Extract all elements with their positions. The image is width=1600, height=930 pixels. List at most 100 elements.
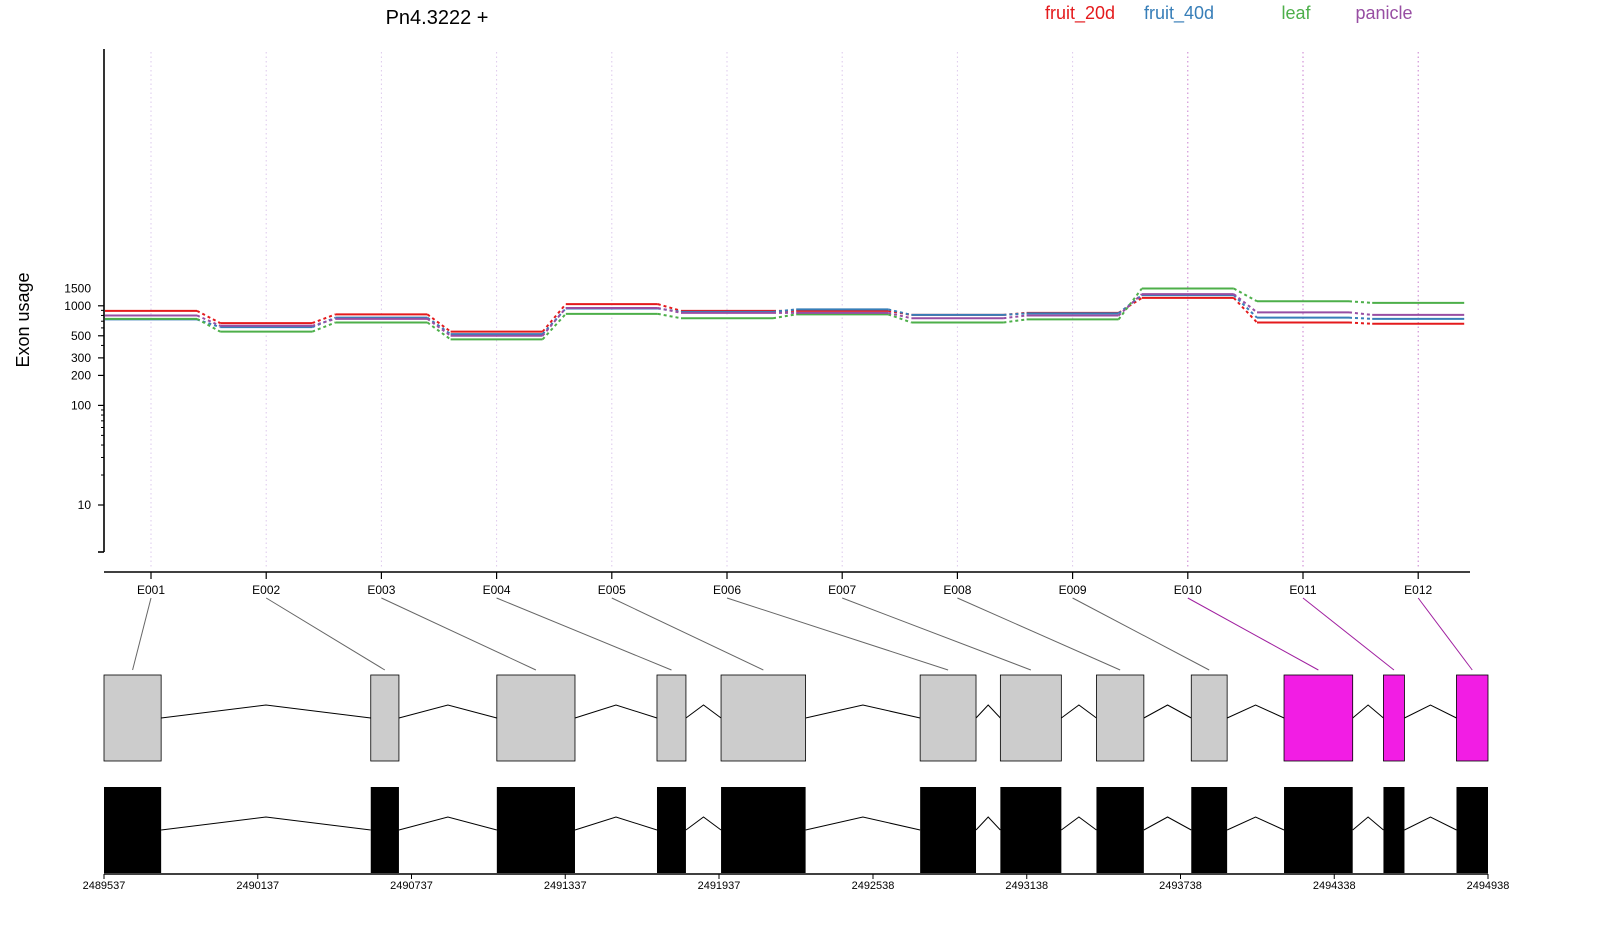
y-tick-label: 1000 [64, 299, 91, 313]
series-leaf [105, 287, 1465, 341]
transcript-exon-E010 [1284, 787, 1353, 873]
usage-transition [1348, 321, 1373, 325]
exon-connector [381, 597, 537, 671]
coord-label: 2494938 [1467, 880, 1510, 892]
usage-transition [1348, 316, 1373, 320]
exon-label-E001: E001 [137, 583, 165, 597]
exon-label-E007: E007 [828, 583, 856, 597]
intron-line [161, 816, 371, 831]
intron-line [1226, 816, 1285, 831]
exon-connector [726, 597, 949, 671]
transcript-exon-E001 [104, 787, 162, 873]
usage-transition [887, 308, 912, 316]
coord-label: 2491937 [698, 880, 741, 892]
usage-transition [887, 311, 912, 320]
transcript-exon-E009 [1191, 787, 1228, 873]
exon-label-E006: E006 [713, 583, 741, 597]
gene-model-highlight-track [103, 674, 1489, 762]
exon-connector [1417, 597, 1473, 671]
transcript-exon-E007 [1000, 787, 1062, 873]
usage-transition [1233, 287, 1258, 303]
usage-transition [1348, 311, 1373, 316]
exon-label-E005: E005 [598, 583, 626, 597]
usage-transition [1003, 314, 1027, 320]
intron-line [685, 816, 722, 831]
usage-transition [657, 312, 682, 320]
coord-label: 2494338 [1313, 880, 1356, 892]
exon-label-E002: E002 [252, 583, 280, 597]
transcript-exon-E004 [656, 787, 686, 873]
coord-label: 2493138 [1005, 880, 1048, 892]
exon-label-E010: E010 [1174, 583, 1202, 597]
transcript-exon-E011 [1383, 787, 1405, 873]
exon-box-E003 [496, 674, 576, 762]
transcript-model-track [104, 787, 1488, 873]
usage-transition [1003, 318, 1027, 324]
legend-entry-panicle: panicle [1355, 3, 1412, 23]
y-tick-label: 500 [71, 329, 91, 343]
usage-transition [1233, 293, 1258, 314]
exon-grid-lines [150, 52, 1419, 568]
chart-title: Pn4.3222 + [386, 7, 489, 29]
coord-label: 2493738 [1159, 880, 1202, 892]
exon-box-E001 [103, 674, 162, 762]
usage-transition [1233, 294, 1258, 319]
exon-connector [611, 597, 764, 671]
intron-line [574, 704, 658, 719]
usage-transition [426, 321, 452, 341]
usage-transition [311, 317, 336, 327]
usage-transition [311, 321, 336, 333]
coord-label: 2491337 [544, 880, 587, 892]
intron-line [805, 704, 921, 719]
exon-box-E012 [1456, 674, 1489, 762]
exon-connector [1302, 597, 1395, 671]
exon-connector [265, 597, 386, 671]
transcript-exon-E003 [496, 787, 575, 873]
exon-box-E002 [370, 674, 400, 762]
transcript-exon-E006 [920, 787, 977, 873]
exon-label-E008: E008 [943, 583, 971, 597]
coord-label: 2490137 [236, 880, 279, 892]
usage-transition [196, 309, 221, 325]
intron-line [1226, 704, 1285, 719]
exon-box-E007 [999, 674, 1062, 762]
usage-transition [657, 303, 682, 312]
y-tick-label: 300 [71, 351, 91, 365]
exon-connector [132, 597, 152, 671]
intron-line [1061, 704, 1097, 719]
transcript-exon-E002 [370, 787, 399, 873]
exon-box-E006 [919, 674, 977, 762]
intron-line [398, 816, 497, 831]
exon-label-E011: E011 [1289, 583, 1316, 597]
y-axis: 10 100 200 300 500 1000 1500 [64, 49, 105, 553]
usage-transition [196, 318, 221, 329]
intron-line [1352, 816, 1384, 831]
exon-label-E012: E012 [1404, 583, 1432, 597]
usage-transition [772, 308, 797, 313]
exon-label-E009: E009 [1059, 583, 1087, 597]
exon-box-E010 [1283, 674, 1354, 762]
coord-label: 2489537 [83, 880, 126, 892]
usage-transition [657, 307, 682, 314]
intron-line [1143, 816, 1192, 831]
exon-connector [1072, 597, 1210, 671]
usage-transition [1117, 287, 1143, 321]
coord-label: 2492538 [852, 880, 895, 892]
exon-connector [842, 597, 1032, 671]
y-tick-label: 100 [71, 398, 91, 412]
exon-connector [496, 597, 672, 671]
usage-transition [772, 313, 797, 320]
transcript-exon-E008 [1096, 787, 1144, 873]
legend-entry-leaf: leaf [1281, 3, 1311, 23]
intron-line [1352, 704, 1384, 719]
intron-line [161, 704, 371, 719]
transcript-exon-E012 [1456, 787, 1488, 873]
usage-transition [196, 317, 221, 333]
exon-connector [957, 597, 1121, 671]
exon-connector [1187, 597, 1319, 671]
legend-entry-fruit_20d: fruit_20d [1045, 3, 1115, 24]
usage-transition [541, 303, 567, 333]
intron-line [1061, 816, 1097, 831]
intron-line [398, 704, 497, 719]
